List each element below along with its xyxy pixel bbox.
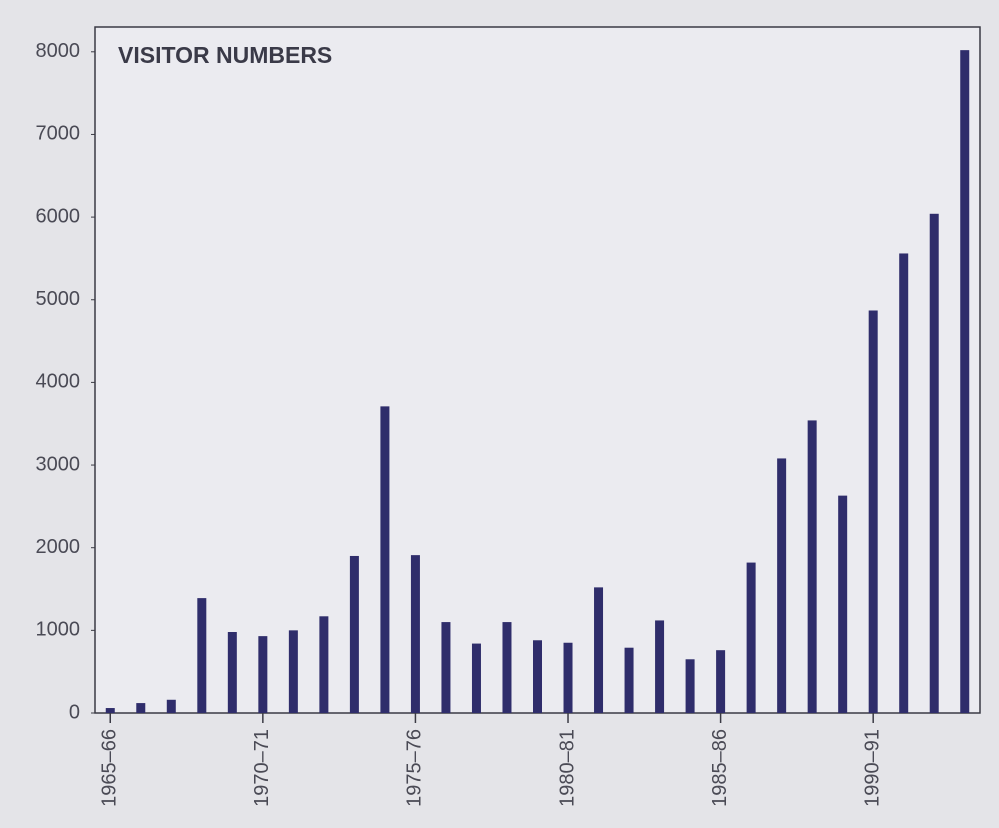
x-tick-label: 1965–66 — [99, 729, 121, 807]
bar — [777, 458, 787, 713]
bar — [716, 650, 726, 713]
bar — [349, 555, 359, 713]
bar — [410, 555, 420, 713]
bar — [624, 647, 634, 713]
x-tick-label: 1975–76 — [404, 729, 426, 807]
bar — [899, 253, 909, 713]
bar — [655, 620, 665, 713]
bar — [319, 616, 329, 713]
y-tick-label: 4000 — [36, 371, 81, 393]
bar — [563, 642, 573, 713]
plot-area — [94, 26, 981, 714]
y-tick-label: 8000 — [36, 40, 81, 62]
bar — [197, 598, 207, 713]
x-tick-label: 1985–86 — [709, 729, 731, 807]
y-tick-label: 2000 — [36, 536, 81, 558]
bar — [258, 636, 268, 713]
bar — [227, 632, 237, 713]
bar — [960, 50, 970, 714]
x-tick-label: 1980–81 — [556, 729, 578, 807]
bar — [441, 622, 451, 713]
y-tick-label: 0 — [69, 701, 80, 723]
y-tick-label: 5000 — [36, 288, 81, 310]
bar — [929, 213, 939, 714]
bar — [746, 562, 756, 713]
bar — [685, 659, 695, 713]
bar — [105, 708, 115, 713]
y-tick-label: 6000 — [36, 205, 81, 227]
bar — [166, 699, 176, 713]
bar — [868, 310, 878, 713]
y-tick-label: 3000 — [36, 453, 81, 475]
bar — [502, 622, 512, 713]
y-tick-label: 7000 — [36, 123, 81, 145]
y-tick-label: 1000 — [36, 619, 81, 641]
bar — [380, 406, 390, 713]
bar — [807, 420, 817, 713]
bar — [594, 587, 604, 713]
x-tick-label: 1990–91 — [861, 729, 883, 807]
bar — [471, 643, 481, 713]
x-tick-label: 1970–71 — [251, 729, 273, 807]
bar — [136, 703, 146, 713]
chart-title: VISITOR NUMBERS — [118, 42, 332, 68]
bar — [838, 495, 848, 713]
bar — [288, 630, 298, 713]
bar — [533, 640, 542, 713]
